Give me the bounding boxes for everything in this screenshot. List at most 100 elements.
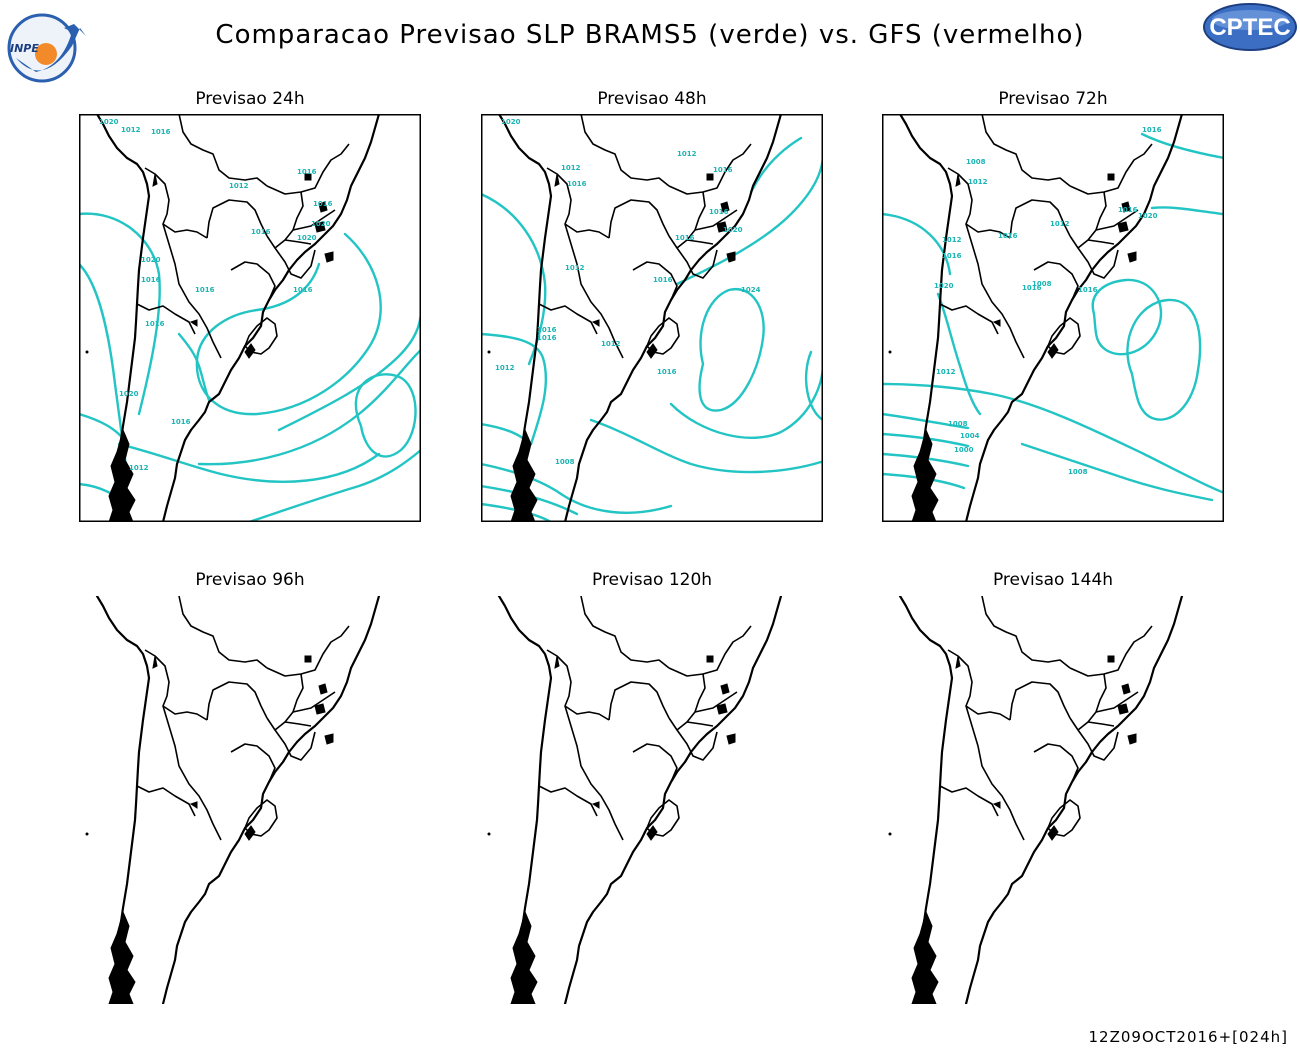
patagonia-archipelago — [510, 428, 538, 522]
country-border — [274, 191, 304, 249]
isobar-label: 1016 — [657, 368, 677, 376]
isobar-label: 1020 — [297, 234, 317, 242]
isobar-label: 1016 — [653, 276, 673, 284]
map-panel-144h — [882, 596, 1224, 1004]
country-border — [162, 223, 222, 359]
isobar — [277, 308, 421, 432]
island — [726, 251, 736, 263]
pacific-island — [85, 350, 89, 354]
isobar-label: 1012 — [565, 264, 585, 272]
country-border — [1087, 721, 1115, 727]
isobar-label: 1012 — [121, 126, 141, 134]
map-panel-24h: 1020 1012 1016 1012 1016 1016 1016 1020 1020 1016… — [79, 114, 421, 522]
isobar-label: 1016 — [293, 286, 313, 294]
country-border — [965, 223, 1025, 359]
isobar-label: 1016 — [1078, 286, 1098, 294]
isobar-label: 1020 — [723, 226, 743, 234]
panel-title-96h: Previsao 96h — [195, 570, 305, 590]
isobar — [882, 212, 952, 276]
island — [304, 173, 312, 181]
country-border — [981, 596, 1071, 669]
isobar — [698, 287, 765, 412]
island — [720, 201, 730, 213]
island — [591, 801, 600, 809]
isobar-labels: 1020101210161012101610161020101610161012… — [495, 118, 761, 466]
island — [324, 251, 334, 263]
isobar — [117, 442, 381, 483]
inpe-logo: INPE — [2, 6, 92, 86]
map-panel-72h: 1016 1008 1012 1016 1012 1016 1020 1016 1016 1012… — [882, 114, 1224, 522]
island — [706, 655, 714, 663]
isobar — [936, 292, 982, 416]
isobar-label: 1020 — [99, 118, 119, 126]
patagonia-archipelago — [911, 428, 939, 522]
panel-title-72h: Previsao 72h — [998, 89, 1108, 109]
country-border — [564, 705, 624, 841]
country-border — [1069, 717, 1119, 761]
isobar-label: 1016 — [251, 228, 271, 236]
country-border — [646, 799, 680, 837]
island — [324, 733, 334, 745]
isobar — [1020, 442, 1214, 502]
country-border — [686, 239, 714, 245]
isobar-label: 1016 — [1118, 206, 1138, 214]
isobar-label: 1016 — [313, 200, 333, 208]
patagonia-archipelago — [108, 428, 136, 522]
isobar-label: 1020 — [934, 282, 954, 290]
country-border — [564, 223, 624, 359]
isobar — [197, 348, 421, 466]
isobar-label: 1008 — [948, 420, 968, 428]
country-border — [244, 317, 278, 355]
isobar-label: 1012 — [129, 464, 149, 472]
isobar — [354, 373, 417, 458]
isobar — [177, 332, 211, 402]
isobar-label: 1016 — [171, 418, 191, 426]
country-border — [266, 143, 350, 195]
island — [318, 683, 328, 695]
pacific-island — [85, 832, 89, 836]
country-border — [1087, 239, 1115, 245]
country-border — [1095, 691, 1139, 713]
country-border — [668, 143, 752, 195]
map-panel-48h: 1020 1012 1016 1012 1016 1016 1020 1016 1016 1012… — [481, 114, 823, 522]
isobar-label: 1012 — [229, 182, 249, 190]
panel-title-48h: Previsao 48h — [597, 89, 707, 109]
atlantic-coastline — [161, 596, 381, 1004]
atlantic-coastline — [563, 114, 783, 522]
pacific-island — [487, 832, 491, 836]
country-border — [136, 785, 196, 817]
isobar — [749, 136, 803, 194]
country-border — [266, 235, 316, 279]
isobar — [804, 350, 823, 422]
country-border — [206, 199, 268, 239]
island — [1117, 703, 1129, 715]
patagonia-archipelago — [108, 910, 136, 1004]
isobar — [1091, 278, 1163, 356]
island — [304, 655, 312, 663]
island — [244, 825, 256, 841]
isobar-label: 1016 — [537, 326, 557, 334]
country-border — [1095, 209, 1139, 231]
country-border — [230, 261, 276, 301]
isobar-label: 1008 — [966, 158, 986, 166]
inpe-logo-text: INPE — [10, 42, 39, 55]
brams-contours — [481, 136, 823, 522]
country-border — [1009, 199, 1071, 239]
isobar-label: 1016 — [713, 166, 733, 174]
island — [1047, 343, 1059, 359]
atlantic-coastline — [964, 114, 1184, 522]
island — [1127, 251, 1137, 263]
isobar-label: 1012 — [942, 236, 962, 244]
isobar-label: 1012 — [601, 340, 621, 348]
island — [554, 173, 560, 187]
isobar — [1150, 206, 1224, 216]
country-border — [965, 705, 1025, 841]
country-border — [676, 673, 706, 731]
country-border — [144, 167, 208, 239]
country-border — [1077, 191, 1107, 249]
country-border — [538, 785, 598, 817]
isobar-label: 1024 — [741, 286, 761, 294]
base-map — [888, 596, 1184, 1004]
map-panel-120h — [481, 596, 823, 1004]
